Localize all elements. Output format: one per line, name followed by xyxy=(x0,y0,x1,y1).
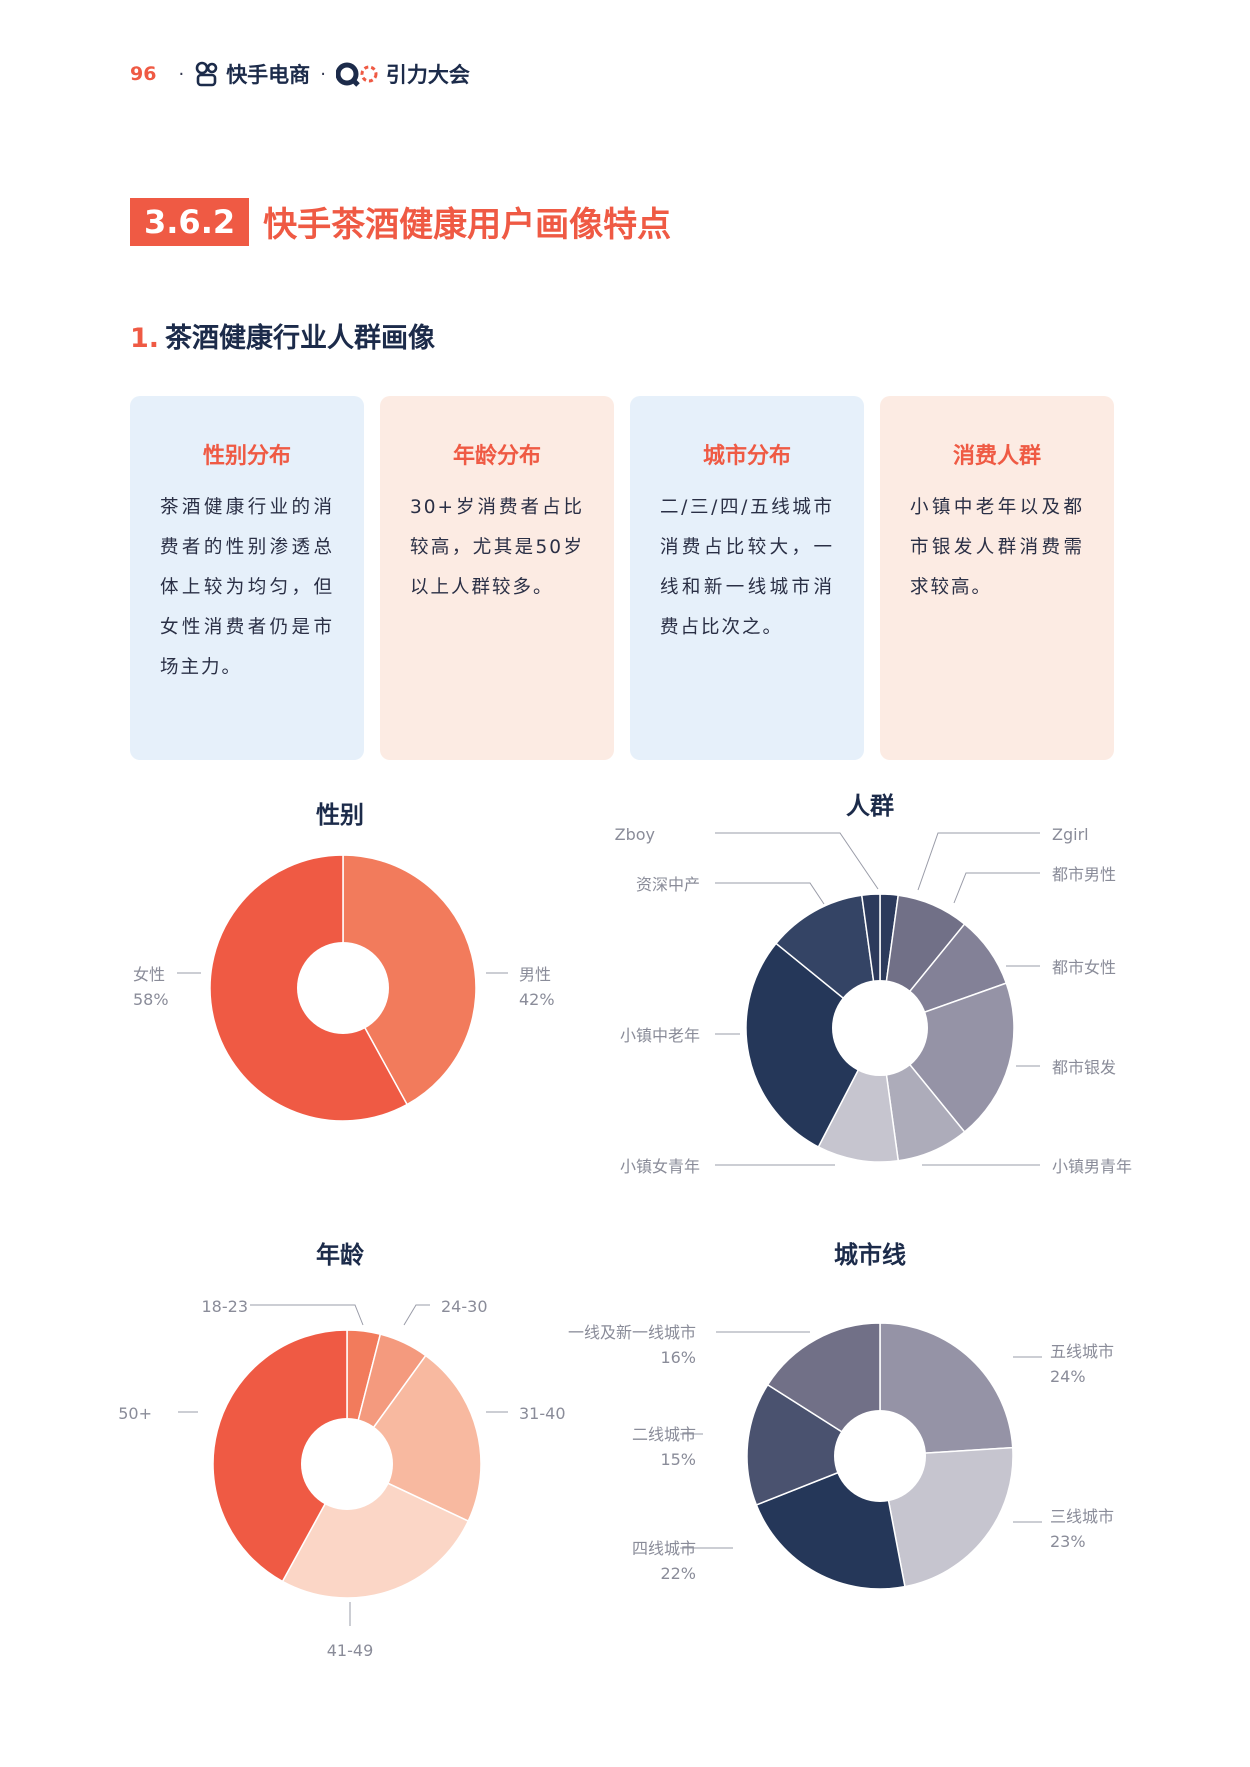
conference-logo: 引力大会 xyxy=(335,59,470,89)
label-female: 女性 xyxy=(133,965,165,984)
card-consumer: 消费人群 小镇中老年以及都市银发人群消费需求较高。 xyxy=(880,396,1114,760)
subsection-number: 1. xyxy=(130,323,160,354)
city-donut-chart: 五线城市 24% 三线城市 23% 四线城市 22% 二线城市 15% 一线及新一线城市 16% xyxy=(568,1322,1114,1590)
label-city-pct-0: 24% xyxy=(1050,1367,1086,1386)
section-title: 快手茶酒健康用户画像特点 xyxy=(263,205,672,245)
label-crowd-3: 都市银发 xyxy=(1052,1058,1116,1077)
gender-slice-0 xyxy=(342,854,477,1106)
label-city-2: 四线城市 xyxy=(632,1539,696,1558)
label-city-pct-1: 23% xyxy=(1050,1532,1086,1551)
label-city-4: 一线及新一线城市 xyxy=(568,1323,696,1342)
section-number: 3.6.2 xyxy=(130,197,250,246)
brand2-text: 引力大会 xyxy=(385,63,470,87)
label-age-4: 50+ xyxy=(118,1404,152,1423)
label-crowd-8: Zboy xyxy=(615,825,655,844)
card-title: 年龄分布 xyxy=(452,444,541,469)
label-age-2: 31-40 xyxy=(519,1404,566,1423)
label-female-pct: 58% xyxy=(133,990,169,1009)
age-hole xyxy=(301,1418,393,1510)
age-donut-chart: 18-23 24-30 31-40 41-49 50+ xyxy=(118,1297,566,1660)
card-city: 城市分布 二/三/四/五线城市消费占比较大，一线和新一线城市消费占比次之。 xyxy=(630,396,864,760)
card-title: 性别分布 xyxy=(202,444,291,469)
kuaishou-ecommerce-logo: 快手电商 xyxy=(194,59,310,89)
label-city-pct-3: 15% xyxy=(660,1450,696,1469)
card-body: 茶酒健康行业的消费者的性别渗透总体上较为均匀，但女性消费者仍是市场主力。 xyxy=(160,497,334,678)
label-city-3: 二线城市 xyxy=(632,1425,696,1444)
label-male: 男性 xyxy=(519,965,551,984)
gender-donut-chart: 男性 42% 女性 58% xyxy=(133,854,555,1122)
label-crowd-0: Zgirl xyxy=(1052,825,1089,844)
city-slice-0 xyxy=(879,1322,1014,1457)
card-gender: 性别分布 茶酒健康行业的消费者的性别渗透总体上较为均匀，但女性消费者仍是市场主力… xyxy=(130,396,364,760)
label-age-1: 24-30 xyxy=(441,1297,488,1316)
leader-crowd-8 xyxy=(715,832,879,890)
card-title: 消费人群 xyxy=(952,444,1041,469)
label-crowd-7: 资深中产 xyxy=(636,875,700,894)
label-crowd-4: 小镇男青年 xyxy=(1052,1157,1132,1176)
crowd-hole xyxy=(832,980,928,1076)
label-city-0: 五线城市 xyxy=(1050,1342,1114,1361)
brand1-text: 快手电商 xyxy=(226,63,311,87)
chart-title-crowd: 人群 xyxy=(846,792,894,820)
leader-age-1 xyxy=(403,1304,430,1326)
card-age: 年龄分布 30+岁消费者占比较高，尤其是50岁以上人群较多。 xyxy=(380,396,614,760)
label-age-0: 18-23 xyxy=(202,1297,249,1316)
leader-crowd-7 xyxy=(715,882,825,905)
page-header: 96 · 快手电商 · 引力大会 xyxy=(130,56,470,92)
label-city-pct-2: 22% xyxy=(660,1564,696,1583)
chart-title-gender: 性别 xyxy=(316,801,364,829)
leader-crowd-1 xyxy=(953,872,1040,904)
label-city-1: 三线城市 xyxy=(1050,1507,1114,1526)
card-body: 二/三/四/五线城市消费占比较大，一线和新一线城市消费占比次之。 xyxy=(660,497,834,638)
kuaishou-logo-icon xyxy=(195,61,218,87)
leader-age-0 xyxy=(250,1304,364,1326)
label-crowd-2: 都市女性 xyxy=(1052,958,1116,977)
chart-title-age: 年龄 xyxy=(316,1241,364,1269)
header-separator-2: · xyxy=(320,63,326,85)
header-separator: · xyxy=(178,63,185,85)
age-slice-4 xyxy=(212,1329,348,1583)
summary-cards: 性别分布 茶酒健康行业的消费者的性别渗透总体上较为均匀，但女性消费者仍是市场主力… xyxy=(130,396,1122,760)
conference-logo-icon xyxy=(335,62,378,87)
label-crowd-1: 都市男性 xyxy=(1052,865,1116,884)
crowd-slice-6 xyxy=(745,942,881,1148)
label-crowd-5: 小镇女青年 xyxy=(620,1157,700,1176)
card-body: 30+岁消费者占比较高，尤其是50岁以上人群较多。 xyxy=(410,497,584,598)
chart-title-city: 城市线 xyxy=(834,1241,906,1269)
label-male-pct: 42% xyxy=(519,990,555,1009)
section-heading: 3.6.2 快手茶酒健康用户画像特点 xyxy=(130,197,671,246)
card-title: 城市分布 xyxy=(702,444,791,469)
leader-crowd-0 xyxy=(917,832,1040,891)
card-body: 小镇中老年以及都市银发人群消费需求较高。 xyxy=(910,497,1084,598)
city-hole xyxy=(834,1410,926,1502)
gender-hole xyxy=(297,942,389,1034)
label-crowd-6: 小镇中老年 xyxy=(620,1026,700,1045)
page-number: 96 xyxy=(130,63,157,85)
subsection-heading: 1. 茶酒健康行业人群画像 xyxy=(130,316,435,355)
label-age-3: 41-49 xyxy=(327,1641,374,1660)
city-slice-3 xyxy=(746,1383,882,1506)
label-city-pct-4: 16% xyxy=(660,1348,696,1367)
subsection-title: 茶酒健康行业人群画像 xyxy=(165,323,436,354)
